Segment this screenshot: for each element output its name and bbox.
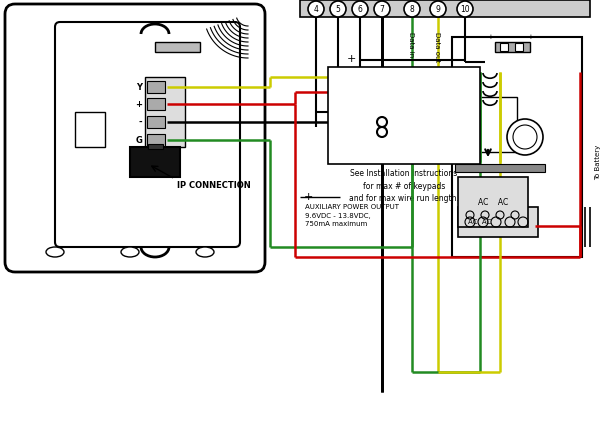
Text: 9: 9 [436, 5, 440, 14]
Bar [300, 0, 590, 17]
Text: -: - [139, 117, 142, 127]
Text: +: + [135, 100, 142, 108]
Bar [147, 81, 165, 93]
Text: AC  AC: AC AC [469, 219, 491, 225]
Circle shape [430, 1, 446, 17]
Text: (Addressable keypad) only: (Addressable keypad) only [348, 111, 460, 119]
Bar [147, 116, 165, 128]
Text: -: - [331, 192, 335, 202]
Ellipse shape [196, 247, 214, 257]
Circle shape [377, 117, 387, 127]
Bar [147, 98, 165, 110]
Text: 4: 4 [314, 5, 319, 14]
Text: 7: 7 [380, 5, 385, 14]
Bar [130, 147, 180, 177]
Ellipse shape [121, 247, 139, 257]
Bar [515, 43, 523, 51]
Text: Y: Y [136, 82, 142, 92]
Bar [147, 134, 165, 146]
Bar [155, 42, 200, 52]
Text: +: + [527, 34, 533, 40]
Bar [500, 43, 508, 51]
Text: To Battery: To Battery [595, 144, 600, 180]
Bar [328, 67, 480, 164]
Text: Red   Blk   Grn   Yel: Red Blk Grn Yel [368, 73, 440, 82]
Circle shape [404, 1, 420, 17]
Text: G: G [135, 135, 142, 144]
Circle shape [377, 127, 387, 137]
Bar [455, 164, 545, 172]
Text: Transformer: Transformer [455, 88, 461, 126]
Circle shape [330, 1, 346, 17]
Text: See Installation Instructions
for max # of keypads
and for max wire run length.: See Installation Instructions for max # … [349, 169, 459, 203]
Text: IP CONNECTION: IP CONNECTION [177, 181, 251, 190]
Text: 8: 8 [410, 5, 415, 14]
Text: 10: 10 [460, 5, 470, 14]
Bar [75, 112, 105, 147]
Ellipse shape [46, 247, 64, 257]
Circle shape [457, 1, 473, 17]
FancyBboxPatch shape [55, 22, 240, 247]
Circle shape [513, 125, 537, 149]
Text: +: + [304, 192, 313, 202]
Circle shape [507, 119, 543, 155]
Bar [458, 177, 528, 227]
Bar [148, 144, 163, 149]
Bar [462, 97, 517, 152]
Circle shape [352, 1, 368, 17]
Text: 6: 6 [358, 5, 362, 14]
Circle shape [308, 1, 324, 17]
Text: AC    AC: AC AC [478, 197, 508, 206]
Circle shape [374, 1, 390, 17]
Bar [495, 42, 530, 52]
Bar [458, 207, 538, 237]
Text: -: - [382, 54, 386, 64]
FancyBboxPatch shape [5, 4, 265, 272]
Text: +: + [346, 54, 356, 64]
Text: +: + [487, 34, 493, 40]
Text: REMOTE KEYPAD: REMOTE KEYPAD [358, 87, 450, 97]
Bar [145, 77, 185, 147]
Text: 5: 5 [335, 5, 340, 14]
Bar [452, 37, 582, 257]
Text: Data in: Data in [408, 32, 414, 57]
Text: Data out: Data out [434, 32, 440, 62]
Text: AUXILIARY POWER OUTPUT
9.6VDC - 13.8VDC,
750mA maximum: AUXILIARY POWER OUTPUT 9.6VDC - 13.8VDC,… [305, 204, 399, 227]
